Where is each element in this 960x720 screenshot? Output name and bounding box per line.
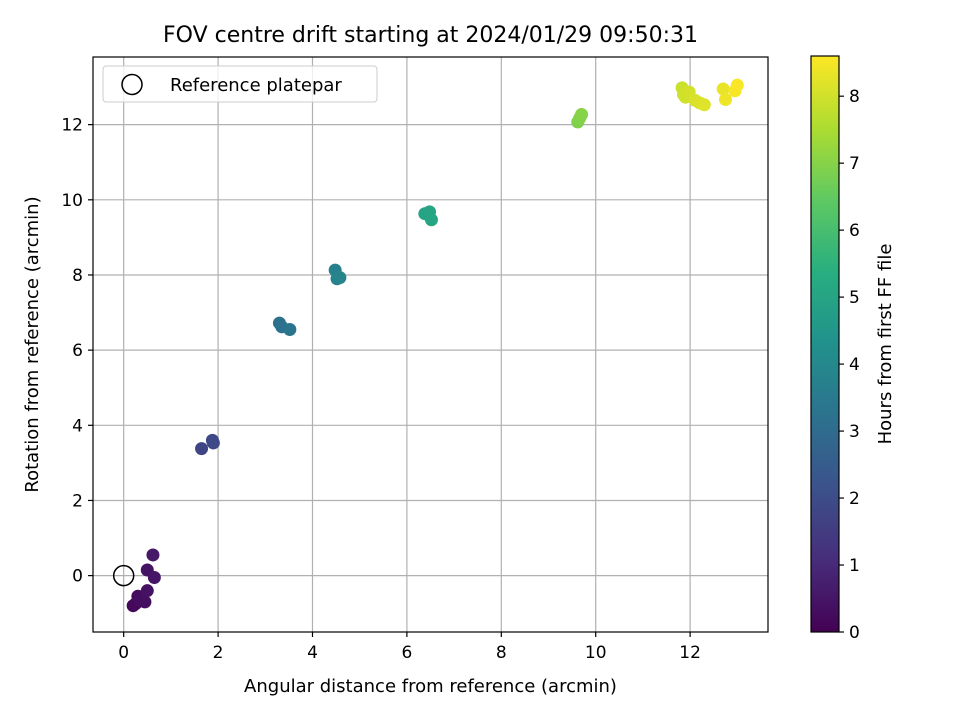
colorbar-tick-label: 5 [849, 288, 860, 308]
y-tick-label: 2 [72, 491, 83, 511]
scatter-point [140, 584, 154, 598]
y-tick-label: 12 [61, 116, 83, 136]
scatter-point [716, 82, 730, 96]
legend-box [102, 65, 378, 103]
legend-reference-marker [121, 73, 143, 96]
x-tick-label: 4 [307, 643, 318, 663]
x-tick-label: 0 [118, 643, 129, 663]
x-tick-label: 8 [496, 643, 507, 663]
y-tick-label: 10 [61, 191, 83, 211]
scatter-point [146, 548, 160, 562]
colorbar-ticks: 0 1 2 3 4 5 6 7 8 [839, 87, 860, 643]
x-tick-label: 10 [585, 643, 607, 663]
scatter-point [333, 271, 347, 285]
scatter-point [195, 442, 209, 456]
x-tick-label: 12 [679, 643, 701, 663]
colorbar-tick-label: 6 [849, 221, 860, 241]
colorbar-tick-label: 2 [849, 489, 860, 509]
scatter-point [206, 436, 220, 450]
scatter-point [730, 78, 744, 92]
x-axis-ticks: 0 2 4 6 8 10 12 [118, 632, 701, 663]
reference-platepar-marker [112, 564, 135, 587]
y-axis-label: Rotation from reference (arcmin) [22, 196, 43, 492]
x-tick-label: 6 [401, 643, 412, 663]
y-tick-label: 4 [72, 416, 83, 436]
scatter-point [697, 98, 711, 112]
scatter-point [283, 322, 297, 336]
colorbar-tick-label: 8 [849, 87, 860, 107]
x-tick-label: 2 [213, 643, 224, 663]
scatter-points [126, 78, 744, 613]
x-axis-label: Angular distance from reference (arcmin) [244, 676, 617, 697]
y-tick-label: 8 [72, 266, 83, 286]
colorbar-gradient [810, 55, 840, 633]
colorbar-tick-label: 3 [849, 422, 860, 442]
y-axis-ticks: 0 2 4 6 8 10 12 [61, 116, 93, 587]
colorbar-tick-label: 7 [849, 154, 860, 174]
colorbar-label: Hours from first FF file [875, 244, 896, 445]
y-tick-label: 6 [72, 341, 83, 361]
plot-area-frame [92, 56, 769, 633]
legend-entry-label: Reference platepar [170, 75, 342, 96]
chart-title: FOV centre drift starting at 2024/01/29 … [163, 23, 698, 48]
colorbar-tick-label: 4 [849, 355, 860, 375]
scatter-point [719, 92, 733, 106]
scatter-point [138, 595, 152, 609]
scatter-point [424, 213, 438, 227]
grid [93, 57, 768, 632]
colorbar-tick-label: 1 [849, 556, 860, 576]
scatter-point [575, 108, 589, 121]
colorbar-tick-label: 0 [849, 623, 860, 643]
colorbar: 0 1 2 3 4 5 6 7 8 Hours from first FF file [810, 55, 896, 643]
scatter-point [147, 571, 161, 585]
y-tick-label: 0 [72, 567, 83, 587]
legend: Reference platepar [102, 65, 378, 103]
